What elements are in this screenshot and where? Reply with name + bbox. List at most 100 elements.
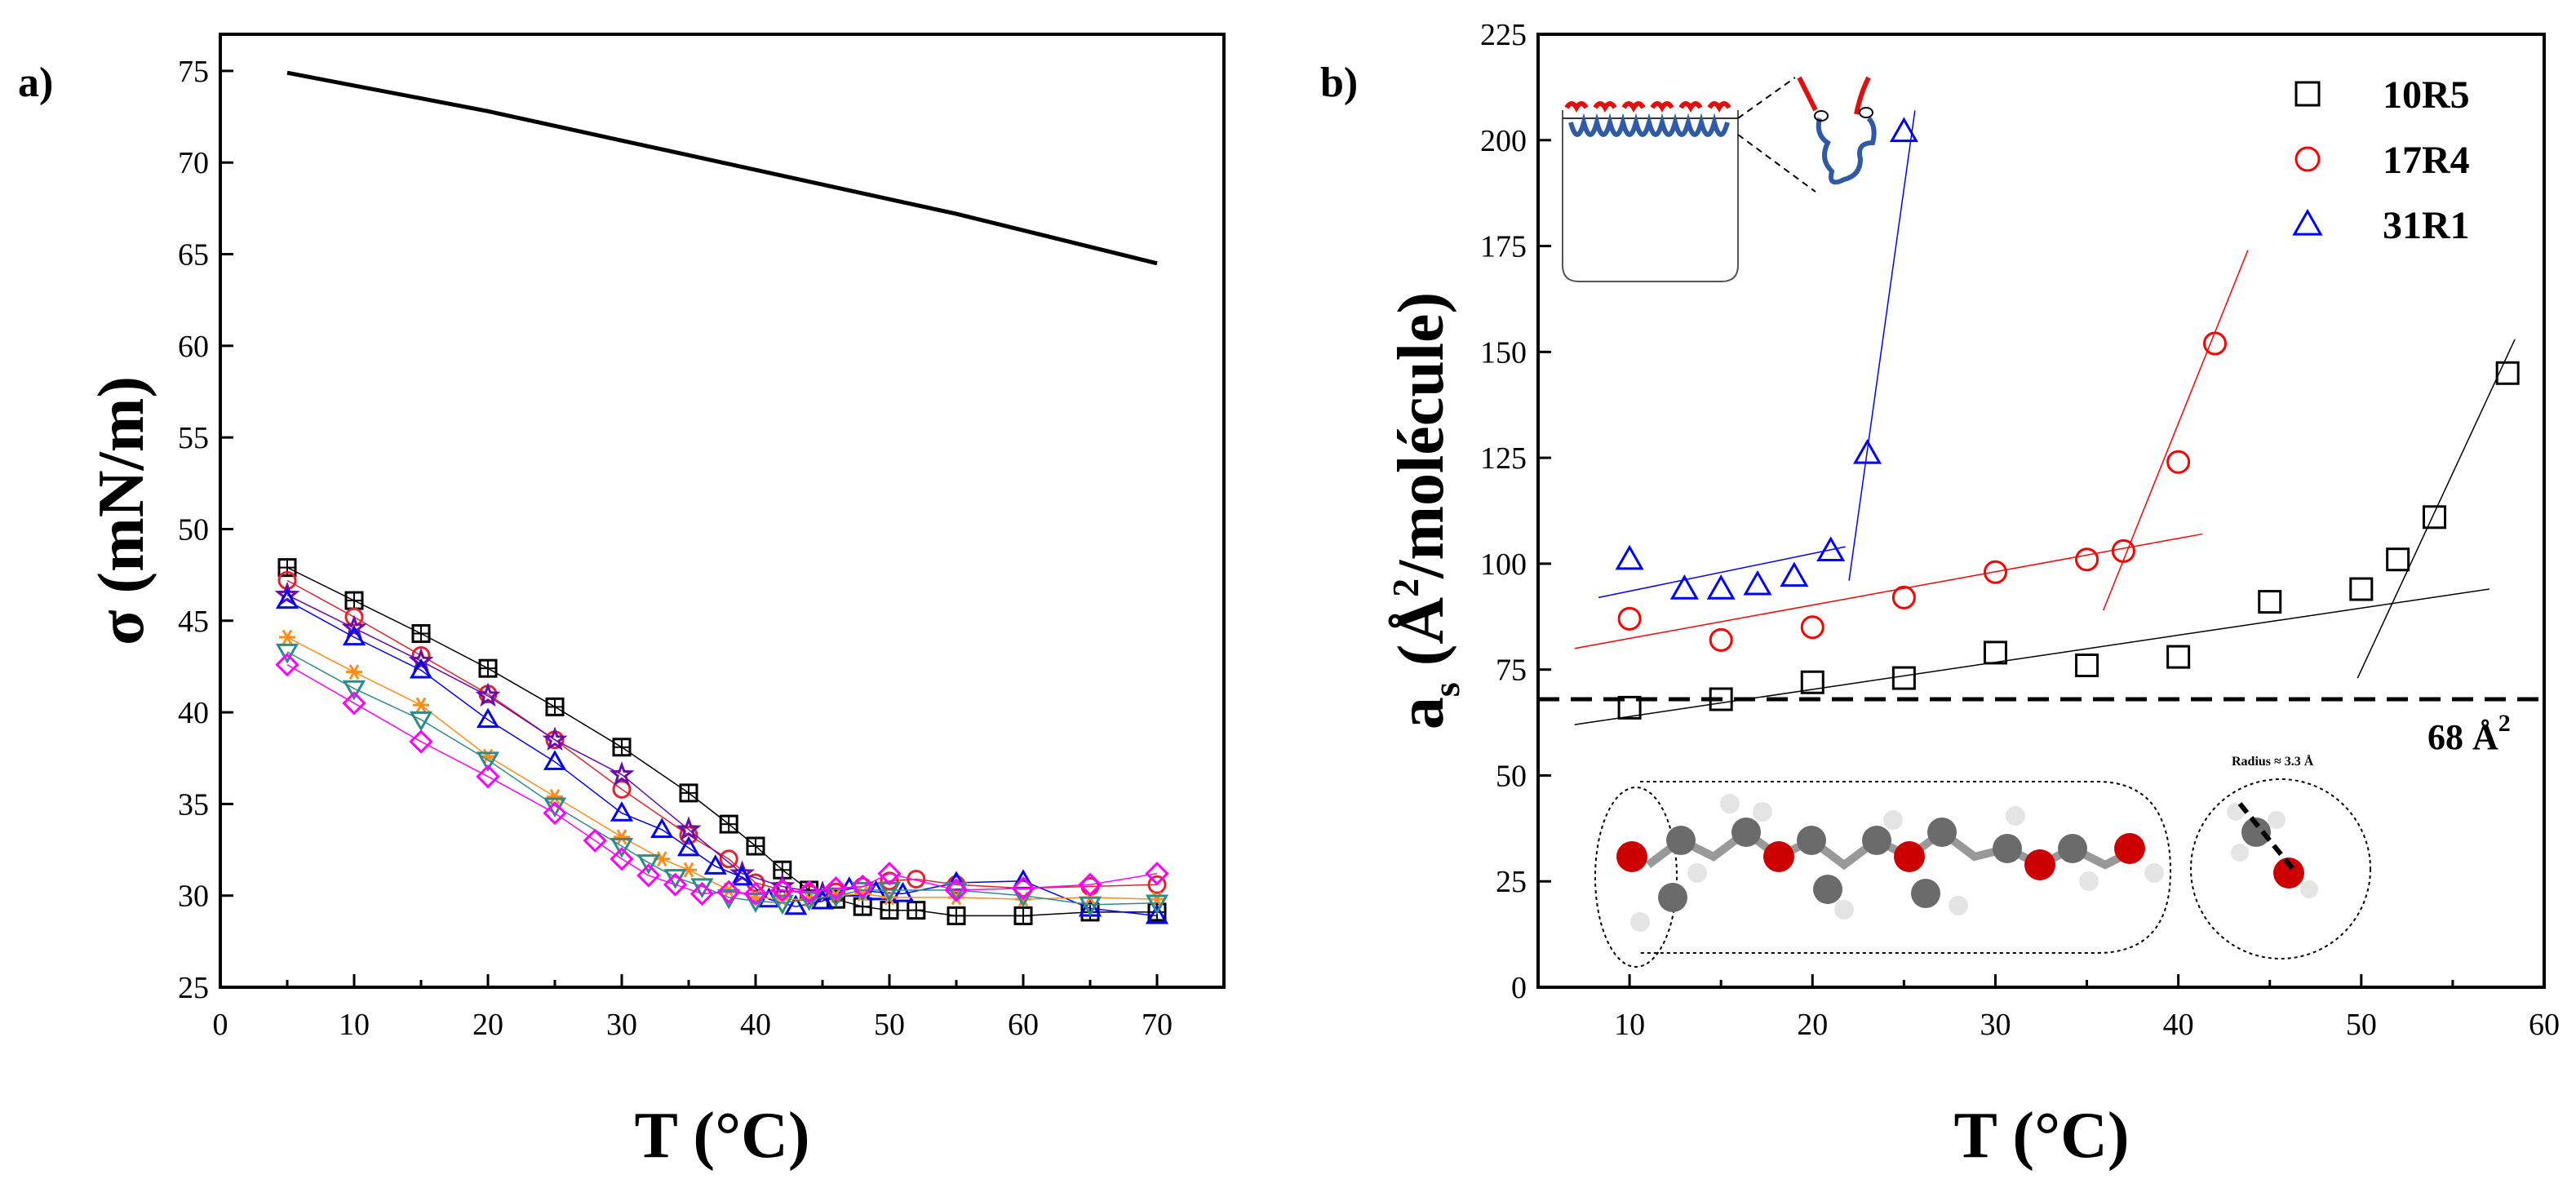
a-point-s4-3-shape — [476, 707, 500, 729]
a-point-s6-18-shape — [1078, 896, 1102, 917]
panel-b-frame — [1536, 33, 2546, 989]
b-fit-31R1-0 — [1598, 546, 1846, 599]
reference-line-label: 68 Å2 — [2427, 710, 2511, 757]
a-point-s6-6 — [636, 854, 660, 875]
panel-b-ylabel-end: /molécule) — [1386, 292, 1457, 579]
a-point-s6-19-shape — [1145, 894, 1169, 915]
a-xtick-label-6: 60 — [1008, 1008, 1039, 1042]
a-point-s5-5-arm — [616, 829, 627, 845]
panel-b-ylabel-sup: 2 — [1385, 578, 1426, 597]
a-point-s7-1 — [342, 691, 366, 716]
b-point-10R5-6-shape — [2166, 645, 2191, 669]
b-ytick-label-3: 75 — [1496, 654, 1527, 688]
b-point-10R5-11 — [2495, 361, 2520, 385]
a-point-s4-0-shape — [275, 588, 299, 609]
b-point-10R5-4-shape — [1983, 640, 2007, 665]
a-point-s4-9 — [730, 865, 754, 886]
a-point-s3-6 — [676, 816, 702, 840]
panel-b-fit-lines — [1574, 110, 2516, 725]
a-point-s6-19 — [1145, 894, 1169, 915]
a-point-s7-2 — [409, 729, 433, 754]
b-point-10R5-5 — [2075, 653, 2099, 677]
b-point-17R4-1-shape — [1709, 627, 1733, 652]
a-point-s7-19-shape — [1078, 872, 1102, 897]
b-xtick-label-2: 30 — [1980, 1008, 2011, 1042]
a-point-s2-13-shape — [880, 871, 899, 891]
a-ytick-label-9: 70 — [178, 146, 209, 180]
b-point-10R5-6 — [2166, 645, 2191, 669]
a-point-s2-7-shape — [719, 849, 738, 869]
a-point-s3-5-shape — [609, 760, 635, 786]
b-point-10R5-4 — [1983, 640, 2007, 665]
a-point-s4-2-shape — [409, 658, 433, 679]
a-point-s4-5-shape — [610, 801, 634, 822]
panel-b-ylabel-sub: s — [1425, 682, 1467, 697]
a-point-s7-0-shape — [275, 653, 299, 677]
a-point-s6-11-shape — [770, 894, 794, 915]
a-point-s7-14-shape — [823, 876, 849, 901]
a-point-s5-0 — [279, 629, 295, 645]
a-point-s3-3-shape — [475, 682, 501, 707]
b-point-10R5-5-shape — [2075, 653, 2099, 677]
b-point-17R4-8 — [2202, 331, 2227, 356]
a-point-s2-6-shape — [679, 826, 698, 845]
a-point-s1-2 — [411, 623, 431, 643]
a-ytick-label-10: 75 — [178, 55, 209, 89]
a-point-s7-17 — [944, 878, 969, 902]
b-point-31R1-6 — [1852, 438, 1882, 464]
b-point-17R4-5 — [2075, 547, 2099, 572]
b-point-31R1-5-shape — [1816, 536, 1846, 562]
a-point-s4-12-shape — [810, 889, 835, 910]
a-point-s6-11 — [770, 894, 794, 915]
a-point-s4-19-shape — [1145, 903, 1169, 924]
a-point-s5-6-arm — [656, 851, 667, 867]
b-point-31R1-1-shape — [1669, 574, 1699, 600]
legend-marker-17R4-shape — [2294, 146, 2321, 172]
surface-schematic-inset — [1562, 76, 1877, 282]
panel-b-ylabel-mid: (Å — [1386, 597, 1457, 683]
a-series-line-water — [286, 70, 1158, 266]
a-point-s6-16 — [944, 881, 969, 902]
a-point-s7-19 — [1078, 872, 1102, 897]
a-point-s2-8 — [746, 873, 765, 893]
a-point-s6-2 — [409, 711, 433, 732]
a-ytick-label-6: 55 — [178, 421, 209, 455]
a-point-s4-8 — [703, 854, 727, 875]
a-point-s4-5 — [610, 801, 634, 822]
a-point-s1-8 — [746, 836, 765, 856]
a-point-s1-4 — [545, 697, 565, 716]
a-point-s5-13 — [854, 886, 871, 902]
a-point-s7-20-shape — [1145, 862, 1169, 886]
panel-b-ylabel-main: a — [1386, 697, 1457, 729]
b-point-10R5-2 — [1800, 670, 1824, 694]
a-xtick-label-7: 70 — [1142, 1008, 1173, 1042]
a-point-s7-5-shape — [583, 828, 607, 853]
a-point-s6-1 — [342, 680, 366, 701]
b-ytick-label-7: 175 — [1480, 230, 1527, 264]
a-ytick-label-4: 45 — [178, 605, 209, 639]
a-point-s3-6-shape — [676, 816, 702, 840]
a-point-s4-1 — [342, 625, 366, 646]
a-point-s6-3-shape — [476, 751, 500, 773]
b-point-10R5-7-shape — [2258, 590, 2282, 614]
legend-marker-10R5 — [2294, 81, 2321, 107]
a-point-s4-19 — [1145, 903, 1169, 924]
a-point-s7-0 — [275, 653, 299, 677]
b-xtick-label-3: 40 — [2163, 1008, 2194, 1042]
a-point-s7-3 — [476, 764, 500, 789]
b-point-31R1-6-shape — [1852, 438, 1882, 464]
b-point-31R1-2 — [1706, 574, 1736, 600]
panel-a-chart: 0 10 20 30 40 50 60 70 25 30 35 40 45 50 55 60 65 70 75 T … — [86, 33, 1226, 1172]
a-point-s7-5 — [583, 828, 607, 853]
b-point-17R4-1 — [1709, 627, 1733, 652]
a-point-s4-9-shape — [730, 865, 754, 886]
a-point-s2-5-shape — [612, 779, 632, 799]
a-series-line-s3 — [286, 594, 823, 895]
b-point-10R5-3-shape — [1891, 666, 1916, 690]
a-point-s3-5 — [609, 760, 635, 786]
a-point-s4-14 — [864, 880, 888, 901]
radius-annotation: Radius ≈ 3.3 Å — [2232, 754, 2314, 769]
a-point-s2-13 — [880, 871, 899, 891]
a-xtick-label-4: 40 — [740, 1008, 771, 1042]
b-point-31R1-0 — [1615, 544, 1644, 570]
